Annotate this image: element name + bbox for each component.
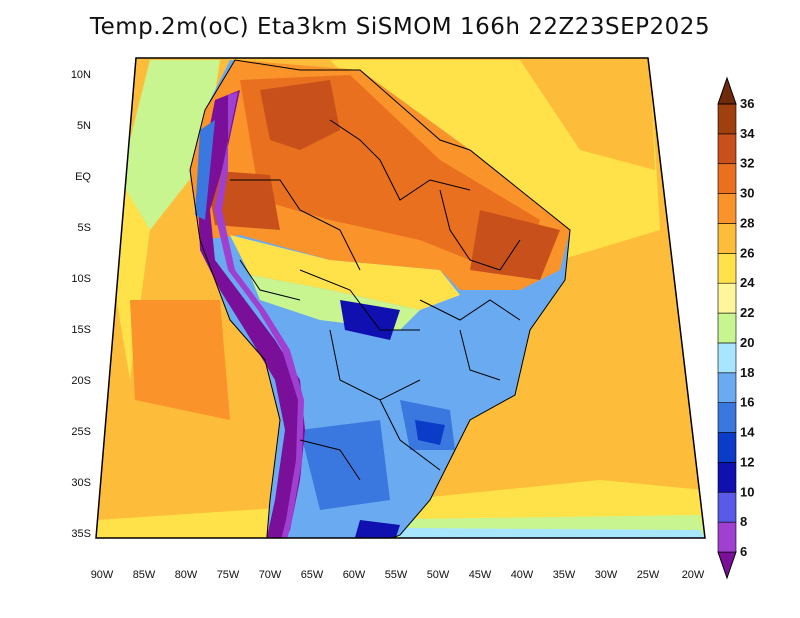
colorbar-lower-extension <box>717 551 737 580</box>
colorbar-label: 6 <box>740 544 747 559</box>
pacific-warm-patch <box>130 300 230 420</box>
colorbar-label: 32 <box>740 156 754 171</box>
lat-tick-label: 10S <box>71 273 91 285</box>
lon-tick-label: 75W <box>217 569 240 581</box>
lat-tick-label: 5S <box>78 222 91 234</box>
south-ocean-cyan <box>400 528 705 538</box>
cold-core-south-brazil <box>415 420 445 445</box>
argentina-cool <box>300 420 390 510</box>
colorbar-label: 20 <box>740 335 754 350</box>
colorbar-swatch <box>717 432 737 463</box>
colorbar-label: 36 <box>740 96 754 111</box>
lon-tick-label: 20W <box>682 569 705 581</box>
colorbar-label: 34 <box>740 126 755 141</box>
temperature-field <box>96 58 705 538</box>
colorbar-swatch <box>717 193 737 224</box>
colorbar-swatch <box>717 372 737 403</box>
colorbar-swatch <box>717 312 737 344</box>
lat-tick-label: 10N <box>71 69 91 81</box>
lon-tick-label: 70W <box>259 569 282 581</box>
andes-cold <box>198 90 305 538</box>
lon-tick-label: 80W <box>175 569 198 581</box>
lon-tick-label: 90W <box>91 569 114 581</box>
lon-tick-label: 85W <box>133 569 156 581</box>
colorbar-swatch <box>717 282 737 314</box>
lon-tick-label: 50W <box>427 569 450 581</box>
lon-tick-label: 45W <box>469 569 492 581</box>
colorbar-upper-extension <box>717 76 737 105</box>
colorbar-swatch <box>717 491 737 523</box>
lon-tick-label: 30W <box>595 569 618 581</box>
political-borders <box>189 59 571 538</box>
colorbar-swatch <box>717 253 737 284</box>
colorbar-swatch <box>717 223 737 254</box>
colorbar-label: 30 <box>740 186 754 201</box>
colorbar-label: 8 <box>740 514 747 529</box>
colorbar-swatch <box>717 462 737 493</box>
longitude-axis: 90W 85W 80W 75W 70W 65W 60W 55W 50W 45W … <box>91 569 705 581</box>
lat-tick-label: 35S <box>71 528 91 540</box>
lon-tick-label: 35W <box>553 569 576 581</box>
atlantic-north-band <box>520 60 655 170</box>
colorbar: 6 8 10 12 14 16 18 20 22 24 26 28 30 32 34 36 <box>717 76 755 580</box>
map-frame <box>95 57 706 539</box>
lat-tick-label: 25S <box>71 426 91 438</box>
colorbar-label: 18 <box>740 365 754 380</box>
colorbar-label: 16 <box>740 395 754 410</box>
lon-tick-label: 40W <box>511 569 534 581</box>
colorbar-swatch <box>717 342 737 374</box>
lat-tick-label: 30S <box>71 477 91 489</box>
colorbar-label: 26 <box>740 245 754 260</box>
colorbar-swatch <box>717 402 737 433</box>
lat-tick-label: 15S <box>71 324 91 336</box>
northeast-hot <box>470 210 560 280</box>
lon-tick-label: 65W <box>301 569 324 581</box>
lon-tick-label: 60W <box>343 569 366 581</box>
lat-tick-label: EQ <box>75 171 91 183</box>
lon-tick-label: 55W <box>385 569 408 581</box>
colorbar-label: 28 <box>740 215 754 230</box>
colorbar-swatch <box>717 163 737 194</box>
colorbar-swatch <box>717 133 737 165</box>
central-belt-yellow <box>230 235 460 310</box>
colorbar-swatch <box>717 103 737 135</box>
colorbar-label: 12 <box>740 454 754 469</box>
map-title: Temp.2m(oC) Eta3km SiSMOM 166h 22Z23SEP2… <box>89 14 711 40</box>
colorbar-label: 10 <box>740 484 754 499</box>
andes-north-blue <box>195 120 215 220</box>
lat-tick-label: 20S <box>71 375 91 387</box>
colorbar-label: 24 <box>740 275 755 290</box>
colorbar-label: 22 <box>740 305 754 320</box>
colorbar-swatch <box>717 521 737 553</box>
latitude-axis: 10N 5N EQ 5S 10S 15S 20S 25S 30S 35S <box>71 69 92 540</box>
pacific-cool-strip <box>120 60 220 230</box>
lon-tick-label: 25W <box>637 569 660 581</box>
venezuela-hot <box>260 80 340 150</box>
colorbar-label: 14 <box>740 425 755 440</box>
lat-tick-label: 5N <box>77 120 91 132</box>
